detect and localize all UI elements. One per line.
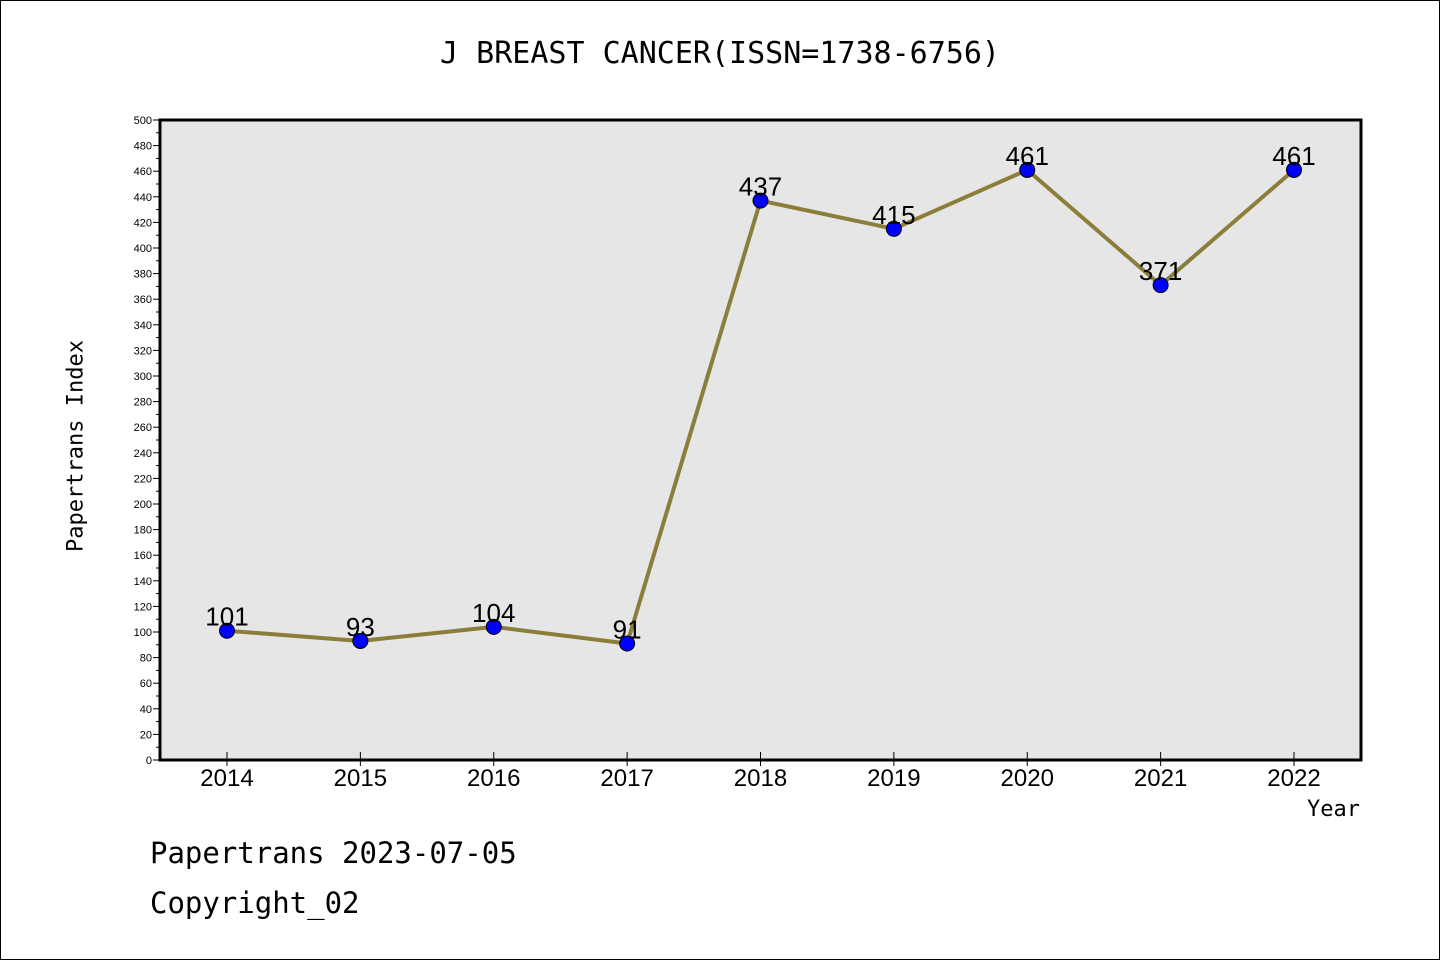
y-tick-label: 300	[134, 371, 152, 383]
data-point	[619, 635, 636, 652]
plot-area	[158, 118, 1363, 762]
x-tick-label: 2020	[1001, 765, 1054, 792]
data-labels: 101 93 104 91 437 415 461 371 461	[205, 141, 1315, 645]
y-tick-label: 260	[134, 422, 152, 434]
x-tick-label: 2021	[1134, 765, 1187, 792]
y-tick-label: 420	[134, 217, 152, 229]
data-label: 93	[346, 612, 375, 642]
data-label: 371	[1139, 256, 1182, 286]
data-point	[219, 622, 235, 639]
y-tick-label: 360	[134, 294, 152, 306]
x-tick-label: 2015	[334, 765, 387, 792]
x-tick-label: 2018	[734, 765, 787, 792]
data-point	[485, 618, 502, 635]
y-tick-label: 160	[134, 550, 152, 562]
data-point	[1152, 277, 1169, 294]
data-series	[219, 161, 1302, 652]
y-tick-label: 120	[134, 601, 152, 613]
y-tick-label: 140	[134, 576, 152, 588]
y-tick-label: 180	[134, 525, 152, 537]
y-tick-label: 20	[140, 729, 152, 741]
data-point	[752, 192, 769, 209]
data-label: 101	[205, 602, 248, 632]
data-label: 461	[1272, 141, 1315, 171]
data-point	[1286, 161, 1302, 178]
y-tick-label: 380	[134, 269, 152, 281]
y-tick-label: 400	[134, 243, 152, 255]
data-point	[1019, 161, 1036, 178]
x-axis-label: Year	[1307, 797, 1360, 822]
footer-date: Papertrans 2023-07-05	[150, 836, 517, 870]
x-tick-label: 2016	[467, 765, 520, 792]
y-tick-label: 320	[134, 345, 152, 357]
y-tick-label: 280	[134, 397, 152, 409]
data-label: 437	[739, 172, 782, 202]
y-axis-ticks: 0 20 40 60 80 100 120 140 160 180 200 220 240 260 280 3…	[134, 115, 160, 767]
y-tick-label: 200	[134, 499, 152, 511]
chart-title: J BREAST CANCER(ISSN=1738-6756)	[440, 36, 1000, 71]
x-tick-label: 2019	[867, 765, 920, 792]
y-tick-label: 0	[146, 755, 152, 767]
data-point	[352, 632, 369, 649]
x-tick-label: 2017	[600, 765, 653, 792]
data-label: 415	[872, 200, 915, 230]
y-tick-label: 500	[134, 115, 152, 127]
x-axis-ticks: 2014 2015 2016 2017 2018 2019 2020 2021 2022	[200, 752, 1321, 792]
y-tick-label: 100	[134, 627, 152, 639]
y-tick-label: 60	[140, 678, 152, 690]
y-tick-label: 480	[134, 141, 152, 153]
x-tick-label: 2014	[200, 765, 253, 792]
y-tick-label: 80	[140, 653, 152, 665]
data-label: 91	[613, 615, 642, 645]
footer-copyright: Copyright_02	[150, 886, 360, 920]
x-tick-label: 2022	[1267, 765, 1320, 792]
data-label: 104	[472, 598, 515, 628]
data-label: 461	[1006, 141, 1049, 171]
y-tick-label: 220	[134, 473, 152, 485]
y-tick-label: 440	[134, 192, 152, 204]
y-tick-label: 340	[134, 320, 152, 332]
data-point	[885, 220, 902, 237]
y-tick-label: 40	[140, 704, 152, 716]
y-tick-label: 240	[134, 448, 152, 460]
y-tick-label: 460	[134, 166, 152, 178]
